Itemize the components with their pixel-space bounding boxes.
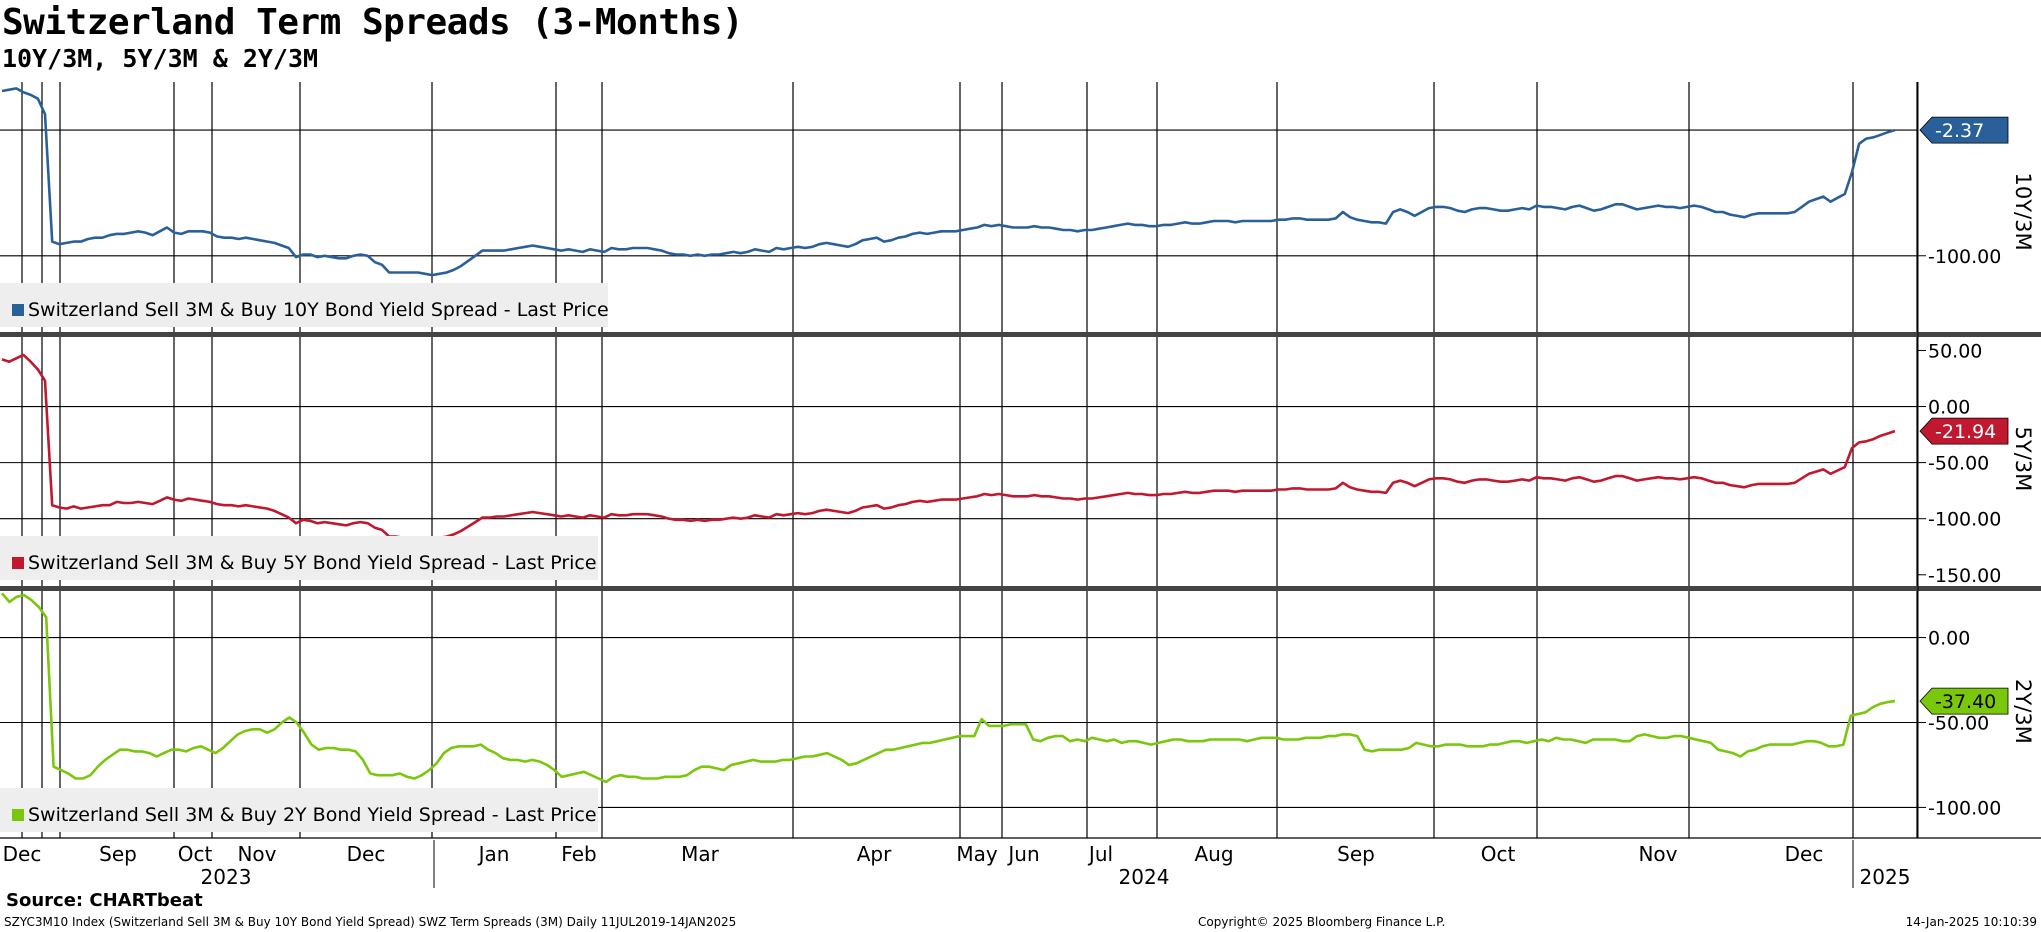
x-month-label: Jun: [1006, 842, 1039, 866]
x-month-label: Dec: [1785, 842, 1824, 866]
y-tick-label: -50.00: [1928, 712, 1989, 734]
chart-title: Switzerland Term Spreads (3-Months): [2, 2, 744, 43]
x-year-label: 2025: [1860, 865, 1911, 889]
footer-timestamp: 14-Jan-2025 10:10:39: [1905, 915, 2037, 929]
y-tick-label: -150.00: [1928, 565, 2001, 587]
x-month-label: Dec: [347, 842, 386, 866]
last-value-label: -2.37: [1935, 120, 1984, 142]
y-tick-label: 50.00: [1928, 340, 1982, 362]
x-month-label: Jul: [1087, 842, 1113, 866]
series-line-2y-3m: [1, 592, 1896, 784]
x-month-label: Mar: [681, 842, 720, 866]
x-month-label: Jan: [477, 842, 510, 866]
x-month-label: Aug: [1194, 842, 1233, 866]
last-value-label: -21.94: [1935, 421, 1996, 443]
panel-axis-name: 10Y/3M: [2011, 173, 2035, 251]
legend-swatch: [12, 557, 24, 569]
x-month-label: Sep: [99, 842, 137, 866]
panel-axis-name: 5Y/3M: [2011, 427, 2035, 492]
x-month-label: Oct: [178, 842, 213, 866]
x-year-label: 2024: [1119, 865, 1170, 889]
y-tick-label: -100.00: [1928, 509, 2001, 531]
x-month-label: Apr: [857, 842, 892, 866]
last-value-tag: [1919, 116, 2009, 144]
legend-label: Switzerland Sell 3M & Buy 5Y Bond Yield …: [28, 552, 597, 574]
x-month-label: Nov: [237, 842, 276, 866]
panel-10y-3m: -100.00 -2.37 10Y/3M Switzerland Sell 3M & …: [0, 87, 2035, 327]
legend-label: Switzerland Sell 3M & Buy 10Y Bond Yield…: [28, 299, 609, 321]
panel-2y-3m: 0.00 -50.00 -100.00 -37.40 2Y/3M Switzerland …: [0, 592, 2035, 832]
x-month-label: Feb: [561, 842, 596, 866]
x-month-label: Nov: [1638, 842, 1677, 866]
legend-swatch: [12, 304, 24, 316]
last-value-tag: [1919, 687, 2009, 715]
series-line-5y-3m: [1, 353, 1896, 541]
y-tick-label: 0.00: [1928, 628, 1970, 650]
x-year-label: 2023: [201, 865, 252, 889]
last-value-label: -37.40: [1935, 691, 1996, 713]
legend-box: [0, 536, 598, 580]
x-month-label: Sep: [1337, 842, 1375, 866]
y-tick-label: -100.00: [1928, 246, 2001, 268]
panel-5y-3m: 50.00 0.00 -50.00 -100.00 -150.00 -21.94 5Y/3M…: [0, 340, 2035, 587]
x-month-label: Oct: [1481, 842, 1516, 866]
footer-copyright: Copyright© 2025 Bloomberg Finance L.P.: [1198, 915, 1446, 929]
panel-separator-0: [0, 332, 2041, 337]
series-line-10y-3m: [1, 87, 1896, 277]
x-month-label: May: [956, 842, 998, 866]
legend-box: [0, 788, 598, 832]
legend-box: [0, 283, 608, 327]
chart-subtitle: 10Y/3M, 5Y/3M & 2Y/3M: [2, 44, 319, 73]
footer-description: SZYC3M10 Index (Switzerland Sell 3M & Bu…: [4, 915, 737, 929]
legend-swatch: [12, 809, 24, 821]
y-tick-label: -50.00: [1928, 453, 1989, 475]
panel-separator-1: [0, 586, 2041, 591]
y-tick-label: 0.00: [1928, 397, 1970, 419]
source-note: Source: CHARTbeat: [6, 890, 203, 911]
panel-axis-name: 2Y/3M: [2011, 679, 2035, 744]
y-tick-label: -100.00: [1928, 797, 2001, 819]
last-value-tag: [1919, 417, 2009, 445]
x-month-label: Dec: [3, 842, 42, 866]
legend-label: Switzerland Sell 3M & Buy 2Y Bond Yield …: [28, 804, 597, 826]
